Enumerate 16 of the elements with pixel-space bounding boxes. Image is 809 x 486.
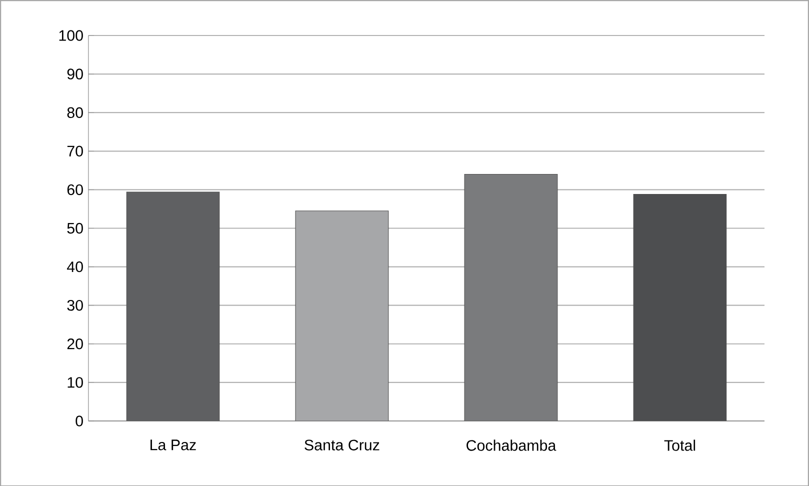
y-tick-label: 50 xyxy=(67,222,83,234)
y-tick-label: 10 xyxy=(68,376,83,388)
y-tick-label: 40 xyxy=(66,261,83,272)
y-tick-label: 90 xyxy=(67,68,83,80)
x-tick-label: Cochabamba xyxy=(466,439,556,451)
y-tick-label: 20 xyxy=(67,338,83,350)
x-tick-label: La Paz xyxy=(150,439,196,450)
y-tick-label: 30 xyxy=(67,300,83,310)
y-tick-label: 60 xyxy=(67,184,83,195)
x-tick-label: Total xyxy=(664,439,696,451)
x-tick-label: Santa Cruz xyxy=(304,439,380,450)
y-tick-label: 70 xyxy=(67,146,83,156)
y-tick-label: 100 xyxy=(59,30,83,41)
bar xyxy=(126,192,220,421)
y-tick-label: 0 xyxy=(76,415,83,426)
y-tick-label: 80 xyxy=(67,107,83,118)
